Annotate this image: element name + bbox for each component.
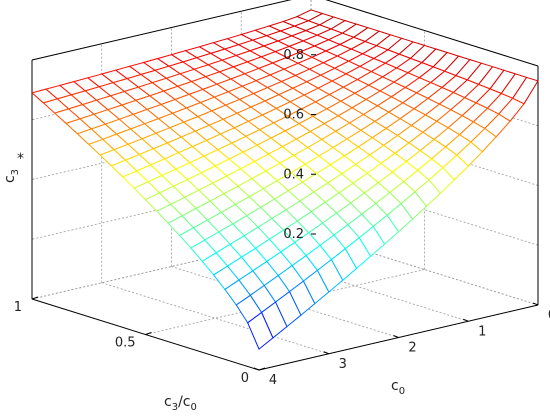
- axis-ticks: 0.2 0.4 0.6 0.8 1 0 0.5 1 0 1 2 3 4: [14, 0, 550, 388]
- x-tick-mark: [393, 335, 399, 338]
- x-tick-label: 3: [339, 357, 347, 372]
- z-tick-label: 0.2: [283, 227, 304, 242]
- y-tick-label: 0: [241, 371, 249, 386]
- x-tick-label: 0: [548, 308, 550, 323]
- z-tick-label: 0.8: [283, 48, 304, 63]
- axis-edge: [31, 0, 292, 61]
- x-tick-mark: [253, 367, 260, 371]
- x-tick-mark: [532, 302, 539, 306]
- z-tick-label: 0.4: [283, 167, 304, 182]
- axes-box: [31, 0, 539, 371]
- axis-edge: [325, 0, 539, 67]
- y-tick-label: 0.5: [115, 336, 136, 351]
- y-tick-mark: [31, 296, 39, 300]
- x-tick-label: 4: [269, 373, 277, 388]
- surface-mesh: [30, 9, 539, 350]
- y-tick-mark: [145, 332, 152, 335]
- x-tick-mark: [323, 351, 329, 355]
- x-axis-label: c0: [391, 378, 405, 397]
- y-axis-label: c3/c0: [164, 394, 197, 413]
- y-tick-label: 1: [14, 300, 22, 315]
- x-tick-label: 1: [478, 324, 486, 339]
- x-tick-mark: [463, 318, 469, 322]
- surface-cell: [247, 311, 274, 350]
- z-tick-label: 1: [296, 0, 304, 3]
- z-axis-label-sup: *: [17, 151, 24, 167]
- z-tick-label: 0.6: [283, 108, 304, 123]
- y-tick-mark: [258, 367, 266, 371]
- z-axis-label: c3: [2, 169, 21, 183]
- x-tick-label: 2: [408, 341, 416, 356]
